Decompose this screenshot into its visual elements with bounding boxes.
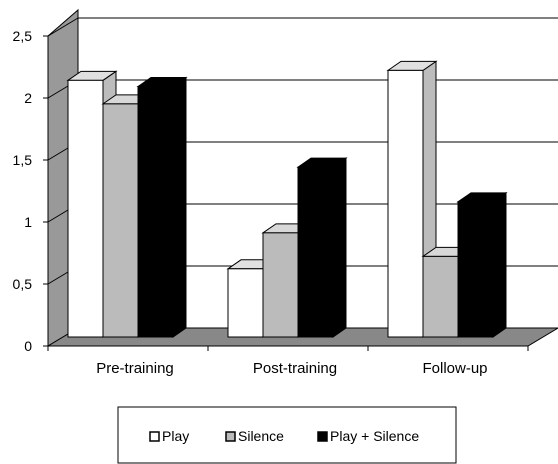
legend-swatch <box>149 431 160 442</box>
y-tick-label: 1,5 <box>13 152 33 168</box>
y-tick-label: 2 <box>24 90 32 106</box>
bar-front <box>67 79 104 338</box>
bar-front <box>137 86 174 338</box>
x-tick-label: Pre-training <box>96 360 174 377</box>
legend: Play Silence Play + Silence <box>149 428 419 444</box>
bar-front <box>227 268 264 338</box>
bar-side <box>492 191 507 338</box>
legend-swatch <box>317 431 328 442</box>
legend-item: Silence <box>225 428 284 444</box>
legend-label: Play <box>162 428 189 444</box>
y-tick-label: 2,5 <box>13 28 33 44</box>
legend-label: Play + Silence <box>330 428 419 444</box>
bar-side <box>332 157 347 338</box>
y-axis-ticks: 0 0,5 1 1,5 2 2,5 <box>13 28 48 354</box>
y-tick-label: 0 <box>24 338 32 354</box>
legend-swatch <box>225 431 236 442</box>
legend-label: Silence <box>238 428 284 444</box>
bar-front <box>262 232 299 338</box>
legend-item: Play <box>149 428 189 444</box>
legend-item: Play + Silence <box>317 428 419 444</box>
bar <box>456 191 508 338</box>
gridline-side <box>47 17 79 37</box>
bar-front <box>102 103 139 338</box>
bar-front <box>422 255 459 338</box>
bar <box>296 157 348 338</box>
x-tick-label: Follow-up <box>422 360 487 377</box>
bar-side <box>172 76 187 338</box>
x-axis-ticks: Pre-training Post-training Follow-up <box>47 346 529 377</box>
bar <box>136 76 188 338</box>
bars <box>66 60 508 338</box>
y-tick-label: 0,5 <box>13 276 33 292</box>
y-tick-label: 1 <box>24 214 32 230</box>
x-tick-label: Post-training <box>253 360 337 377</box>
legend-box <box>117 406 457 464</box>
bar-front <box>297 166 334 338</box>
bar-front <box>387 69 424 338</box>
bar-front <box>457 201 494 338</box>
